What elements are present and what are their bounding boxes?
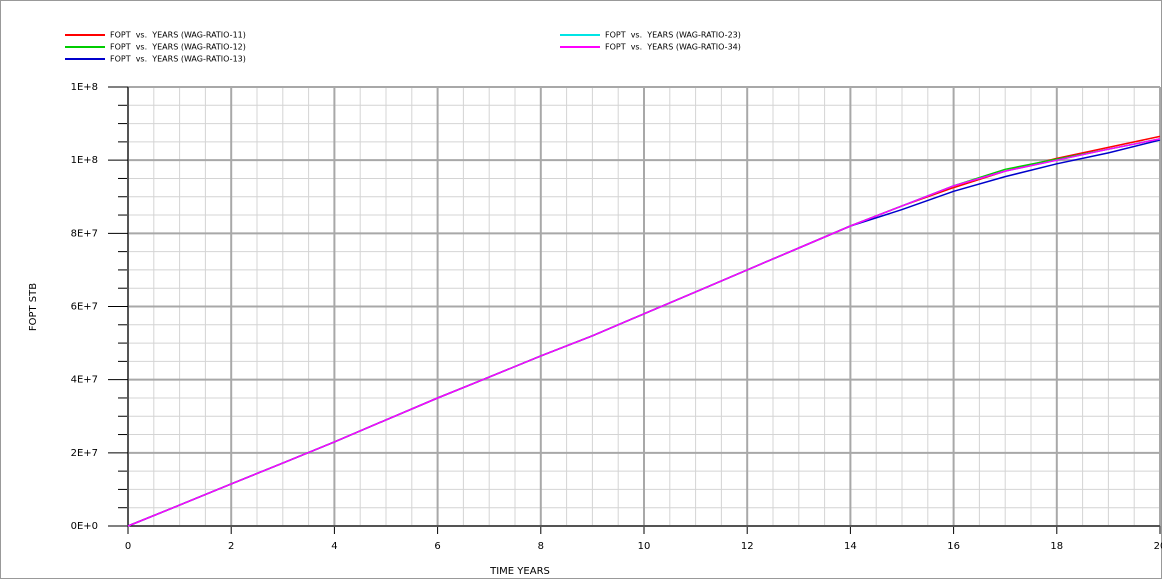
x-tick-label: 20 xyxy=(1154,541,1162,552)
legend-label: FOPT vs. YEARS (WAG-RATIO-13) xyxy=(110,55,246,64)
x-tick-label: 18 xyxy=(1050,541,1063,552)
x-tick-label: 16 xyxy=(947,541,960,552)
x-tick-label: 2 xyxy=(228,541,234,552)
legend-label: FOPT vs. YEARS (WAG-RATIO-11) xyxy=(110,31,246,40)
legend-label: FOPT vs. YEARS (WAG-RATIO-34) xyxy=(605,43,741,52)
series-line xyxy=(127,138,1161,527)
x-tick-label: 6 xyxy=(434,541,440,552)
y-tick-label: 4E+7 xyxy=(71,375,98,386)
y-axis-label: FOPT STB xyxy=(28,283,39,331)
x-tick-label: 0 xyxy=(125,541,131,552)
y-tick-label: 1E+8 xyxy=(71,82,98,93)
y-tick-label: 2E+7 xyxy=(71,448,98,459)
y-tick-label: 1E+8 xyxy=(71,155,98,166)
x-tick-label: 14 xyxy=(844,541,857,552)
x-tick-label: 10 xyxy=(638,541,651,552)
x-tick-label: 12 xyxy=(741,541,754,552)
x-axis-label: TIME YEARS xyxy=(489,566,550,577)
y-tick-label: 0E+0 xyxy=(71,521,98,532)
x-tick-label: 4 xyxy=(331,541,337,552)
legend-label: FOPT vs. YEARS (WAG-RATIO-23) xyxy=(605,31,741,40)
x-tick-label: 8 xyxy=(538,541,544,552)
y-tick-label: 6E+7 xyxy=(71,302,98,313)
y-tick-label: 8E+7 xyxy=(71,228,98,239)
legend-label: FOPT vs. YEARS (WAG-RATIO-12) xyxy=(110,43,246,52)
